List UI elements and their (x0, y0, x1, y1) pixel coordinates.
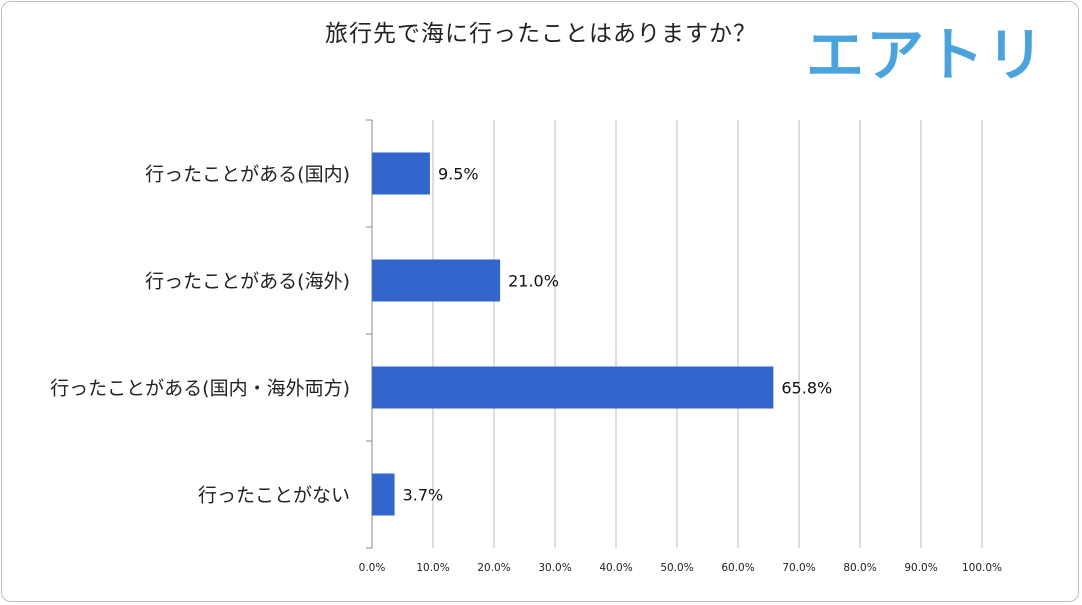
x-tick-label: 0.0% (359, 562, 386, 574)
chart-title: 旅行先で海に行ったことはありますか？ (325, 21, 757, 47)
data-label: 3.7% (403, 486, 444, 505)
x-tick-label: 40.0% (599, 562, 632, 574)
x-tick-label: 70.0% (782, 562, 815, 574)
bar (372, 152, 430, 195)
data-label: 65.8% (781, 379, 832, 398)
x-tick-label: 30.0% (538, 562, 571, 574)
category-label: 行ったことがある(海外) (145, 271, 350, 293)
category-label: 行ったことがない (198, 485, 350, 507)
x-tick-label: 90.0% (904, 562, 937, 574)
x-tick-label: 80.0% (843, 562, 876, 574)
data-label: 9.5% (438, 165, 479, 184)
bar (372, 473, 395, 516)
airtrip-logo: エアトリ (806, 21, 1047, 89)
x-tick-label: 50.0% (660, 562, 693, 574)
x-tick-label: 10.0% (416, 562, 449, 574)
x-tick-label: 60.0% (721, 562, 754, 574)
category-label: 行ったことがある(国内・海外両方) (50, 378, 350, 400)
x-tick-label: 20.0% (477, 562, 510, 574)
category-label: 行ったことがある(国内) (145, 164, 350, 186)
bar (372, 259, 501, 302)
bar (372, 366, 774, 409)
x-tick-label: 100.0% (962, 562, 1002, 574)
data-label: 21.0% (508, 272, 559, 291)
